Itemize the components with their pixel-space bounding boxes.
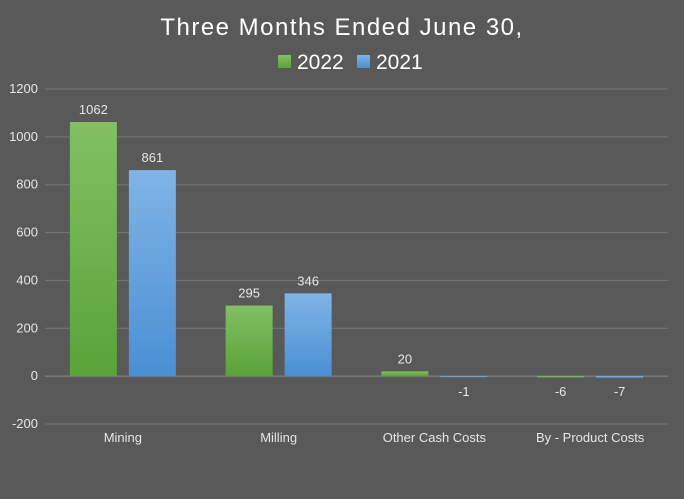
category-label: Milling bbox=[260, 430, 297, 445]
legend: 2022 2021 bbox=[278, 51, 423, 74]
y-tick-label: 200 bbox=[16, 320, 38, 335]
data-label: 1062 bbox=[79, 102, 108, 117]
data-label: 20 bbox=[398, 351, 412, 366]
legend-label: 2022 bbox=[297, 51, 344, 74]
y-tick-label: -200 bbox=[12, 416, 38, 431]
y-tick-label: 800 bbox=[16, 177, 38, 192]
y-tick-label: 600 bbox=[16, 225, 38, 240]
bar-2022-3 bbox=[381, 371, 429, 377]
x-axis-categories: Mining Milling Other Cash Costs By - Produc… bbox=[104, 430, 645, 445]
data-label: -7 bbox=[614, 384, 626, 399]
legend-label: 2021 bbox=[376, 51, 423, 74]
category-label: Mining bbox=[104, 430, 142, 445]
y-tick-label: 400 bbox=[16, 272, 38, 287]
bar-2022-2 bbox=[225, 305, 273, 377]
y-tick-label: 0 bbox=[31, 368, 38, 383]
y-tick-label: 1000 bbox=[9, 129, 38, 144]
y-axis-ticks: -200 0 200 400 600 800 1000 1200 bbox=[9, 81, 38, 431]
data-labels: 1062 861 295 346 20 -1 -6 -7 bbox=[79, 102, 625, 399]
y-tick-label: 1200 bbox=[9, 81, 38, 96]
bar-2021-2 bbox=[284, 293, 332, 377]
chart-title: Three Months Ended June 30, bbox=[160, 14, 523, 41]
legend-swatch-2021 bbox=[357, 55, 370, 68]
bar-2022-4 bbox=[537, 376, 585, 378]
category-label: By - Product Costs bbox=[536, 430, 645, 445]
legend-swatch-2022 bbox=[278, 55, 291, 68]
data-label: 861 bbox=[142, 150, 164, 165]
bars bbox=[69, 122, 644, 378]
data-label: -1 bbox=[458, 384, 470, 399]
data-label: 346 bbox=[297, 273, 319, 288]
data-label: 295 bbox=[238, 286, 260, 301]
bar-2021-1 bbox=[128, 170, 176, 377]
bar-2022-1 bbox=[69, 122, 117, 377]
category-label: Other Cash Costs bbox=[383, 430, 487, 445]
bar-2021-3 bbox=[440, 376, 488, 378]
bar-2021-4 bbox=[596, 376, 644, 378]
data-label: -6 bbox=[555, 384, 567, 399]
